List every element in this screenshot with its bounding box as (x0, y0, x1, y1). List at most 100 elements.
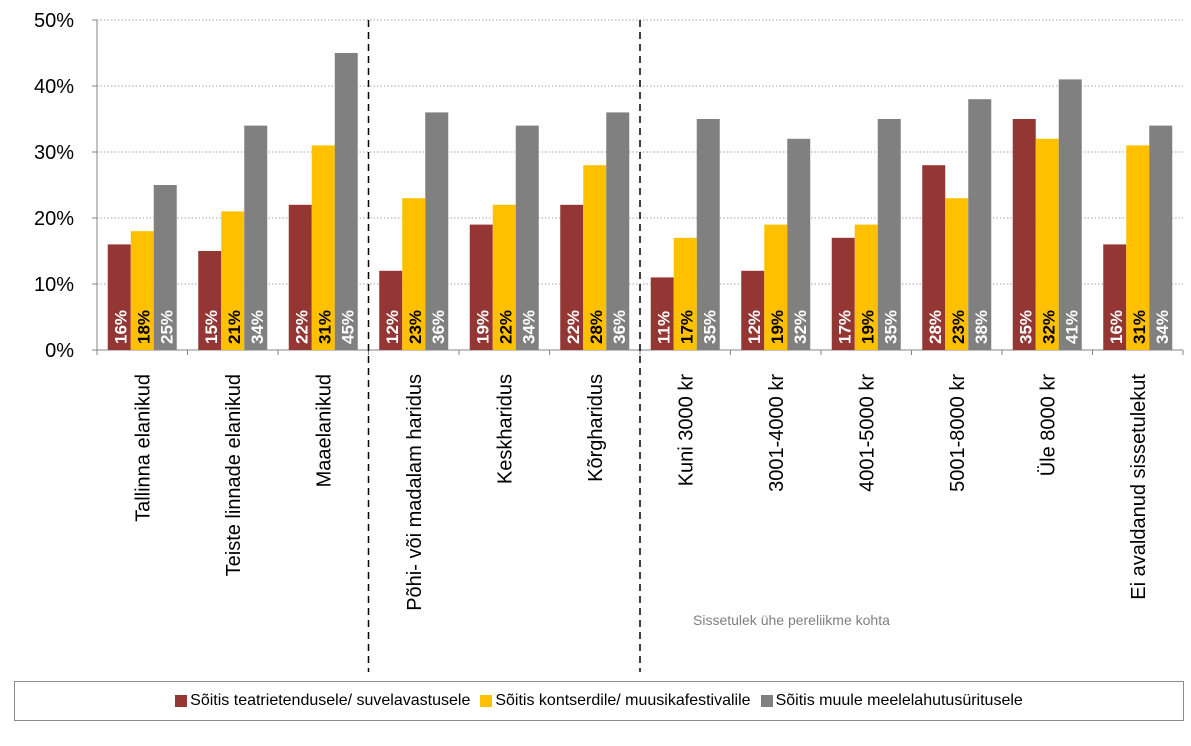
category-label: Tallinna elanikud (132, 374, 154, 522)
data-label: 11% (654, 311, 673, 344)
data-label: 23% (406, 310, 425, 344)
bar (831, 237, 855, 350)
bar-chart: 0%10%20%30%40%50%16% 15% 22% 12% 19% 22% 11% 12… (34, 10, 1184, 672)
bar (153, 185, 177, 350)
data-label: 28% (587, 310, 606, 344)
bar (922, 165, 946, 350)
data-label: 31% (315, 310, 334, 344)
data-label: 25% (157, 310, 176, 344)
legend-item-muu: Sõitis muule meelelahutusüritusele (760, 692, 1023, 710)
bar (469, 224, 493, 350)
legend-item-kontsert: Sõitis kontserdile/ muusikafestivalile (480, 692, 751, 710)
bar (606, 112, 630, 351)
data-label: 17% (677, 310, 696, 344)
y-tick-label: 50% (34, 10, 74, 32)
legend-label-kontsert: Sõitis kontserdile/ muusikafestivalile (495, 692, 751, 709)
category-label: Maaelanikud (313, 374, 335, 487)
category-label: Keskharidus (494, 374, 516, 484)
y-tick-label: 40% (34, 76, 74, 98)
bar (379, 270, 403, 350)
bar (221, 211, 245, 350)
data-label: 28% (926, 310, 945, 344)
bar (402, 198, 426, 350)
data-label: 34% (248, 310, 267, 344)
data-label: 16% (111, 310, 130, 344)
category-label: Põhi- või madalam haridus (404, 374, 426, 611)
category-label: 3001-4000 kr (766, 374, 788, 492)
data-label: 16% (1107, 310, 1126, 344)
bar (1126, 145, 1150, 350)
data-label: 31% (1130, 310, 1149, 344)
data-label: 12% (745, 310, 764, 344)
bar (198, 251, 222, 350)
data-label: 15% (202, 310, 221, 344)
bar (968, 99, 992, 350)
y-tick-label: 30% (34, 142, 74, 164)
data-label: 36% (610, 310, 629, 344)
legend-label-teater: Sõitis teatrietendusele/ suvelavastusele (190, 692, 471, 709)
bar (425, 112, 449, 351)
legend-label-muu: Sõitis muule meelelahutusüritusele (775, 692, 1023, 709)
bar (1149, 125, 1173, 350)
bar (288, 204, 312, 350)
data-label: 34% (519, 310, 538, 344)
legend-swatch-kontsert (480, 695, 493, 707)
data-label: 35% (700, 310, 719, 344)
legend-swatch-teater (175, 695, 188, 707)
bar (492, 204, 516, 350)
bar (311, 145, 335, 350)
data-label: 34% (1153, 310, 1172, 344)
category-label: Teiste linnade elanikud (223, 374, 245, 576)
y-tick-label: 0% (45, 340, 74, 362)
data-label: 32% (1039, 310, 1058, 344)
income-annotation: Sissetulek ühe pereliikme kohta (693, 612, 890, 628)
data-label: 22% (564, 310, 583, 344)
data-label: 23% (949, 310, 968, 344)
bar (130, 231, 154, 350)
legend-item-teater: Sõitis teatrietendusele/ suvelavastusele (175, 692, 470, 710)
bar (1035, 138, 1059, 350)
data-label: 36% (429, 310, 448, 344)
y-tick-label: 20% (34, 208, 74, 230)
legend-swatch-muu (760, 695, 773, 707)
category-label: 5001-8000 kr (947, 374, 969, 492)
bar (1058, 79, 1082, 351)
data-label: 19% (768, 310, 787, 344)
bar (334, 53, 358, 350)
data-label: 18% (134, 310, 153, 344)
bar (583, 165, 607, 350)
bar (1103, 244, 1127, 350)
legend: Sõitis teatrietendusele/ suvelavastusele… (14, 681, 1184, 721)
data-label: 12% (383, 310, 402, 344)
data-label: 22% (292, 310, 311, 344)
data-label: 21% (225, 310, 244, 344)
data-label: 32% (791, 310, 810, 344)
category-label: Kõrgharidus (585, 374, 607, 482)
category-label: Üle 8000 kr (1037, 374, 1059, 477)
bar (515, 125, 539, 350)
data-label: 19% (858, 310, 877, 344)
bar (673, 237, 697, 350)
data-label: 41% (1062, 310, 1081, 344)
category-label: Ei avaldanud sissetulekut (1128, 374, 1150, 600)
bar (854, 224, 878, 350)
y-tick-label: 10% (34, 274, 74, 296)
bar (696, 119, 720, 350)
bar (560, 204, 584, 350)
data-label: 45% (338, 310, 357, 344)
bar (650, 277, 674, 350)
data-label: 35% (881, 310, 900, 344)
bar (741, 270, 765, 350)
bar (1012, 119, 1036, 350)
data-label: 17% (835, 310, 854, 344)
bar (764, 224, 788, 350)
bar (945, 198, 969, 350)
bar (107, 244, 131, 350)
data-label: 35% (1016, 310, 1035, 344)
data-label: 19% (473, 310, 492, 344)
bar (877, 119, 901, 350)
data-label: 38% (972, 310, 991, 344)
category-label: Kuni 3000 kr (675, 374, 697, 487)
data-label: 22% (496, 310, 515, 344)
bar (244, 125, 268, 350)
